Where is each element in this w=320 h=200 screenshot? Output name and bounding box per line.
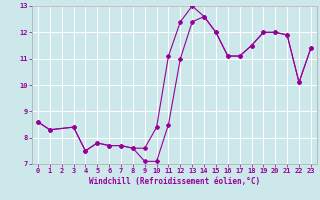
X-axis label: Windchill (Refroidissement éolien,°C): Windchill (Refroidissement éolien,°C) (89, 177, 260, 186)
